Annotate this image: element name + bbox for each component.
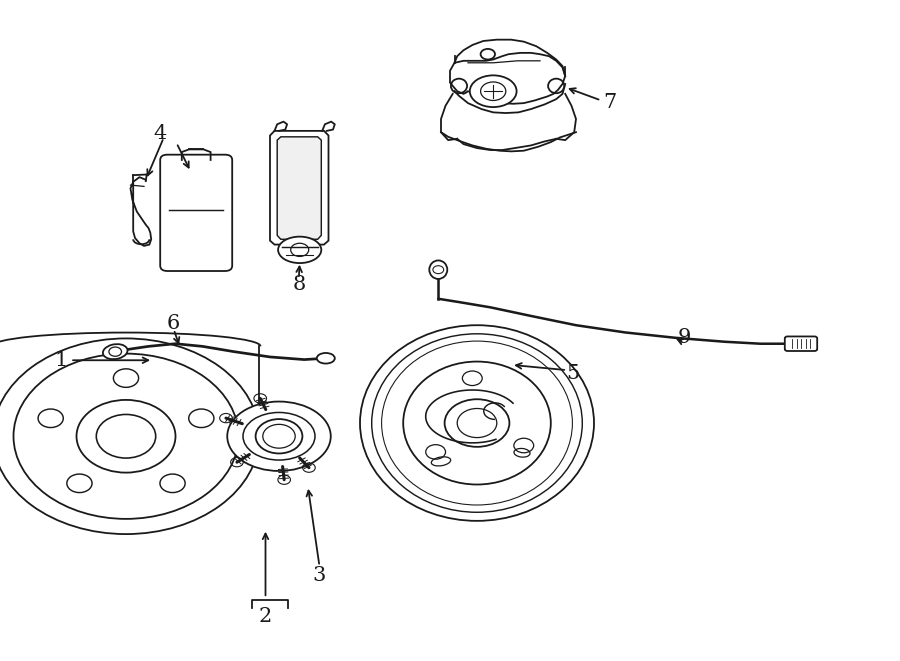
- Ellipse shape: [103, 344, 128, 359]
- Text: 3: 3: [313, 566, 326, 584]
- Ellipse shape: [317, 353, 335, 364]
- Circle shape: [445, 399, 509, 447]
- Text: 5: 5: [567, 364, 580, 383]
- Polygon shape: [270, 131, 328, 245]
- Text: 8: 8: [292, 275, 305, 293]
- Ellipse shape: [360, 325, 594, 521]
- Circle shape: [76, 400, 176, 473]
- Text: 7: 7: [604, 93, 617, 112]
- Text: 6: 6: [167, 315, 180, 333]
- Ellipse shape: [243, 412, 315, 460]
- Ellipse shape: [429, 260, 447, 279]
- Polygon shape: [130, 182, 151, 246]
- Text: 2: 2: [259, 607, 272, 625]
- Polygon shape: [277, 137, 321, 239]
- Text: 9: 9: [678, 328, 690, 346]
- Circle shape: [256, 419, 302, 453]
- Circle shape: [14, 354, 238, 519]
- Text: 1: 1: [55, 351, 68, 369]
- Circle shape: [0, 338, 259, 534]
- FancyBboxPatch shape: [785, 336, 817, 351]
- FancyBboxPatch shape: [160, 155, 232, 271]
- Circle shape: [481, 49, 495, 59]
- Ellipse shape: [470, 75, 517, 107]
- Ellipse shape: [278, 237, 321, 263]
- FancyBboxPatch shape: [438, 66, 578, 169]
- Polygon shape: [450, 53, 565, 104]
- Text: 4: 4: [154, 124, 166, 143]
- Ellipse shape: [227, 401, 331, 471]
